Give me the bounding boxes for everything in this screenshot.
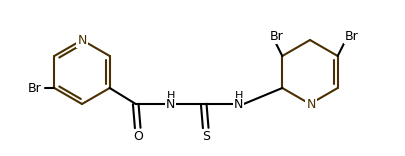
- Text: N: N: [233, 98, 243, 112]
- Text: O: O: [132, 129, 142, 142]
- Text: Br: Br: [269, 29, 282, 42]
- Text: S: S: [201, 129, 209, 142]
- Text: N: N: [166, 98, 175, 112]
- Text: Br: Br: [344, 29, 358, 42]
- Text: H: H: [234, 91, 242, 101]
- Text: N: N: [305, 98, 315, 112]
- Text: H: H: [166, 91, 175, 101]
- Text: Br: Br: [28, 81, 41, 95]
- Text: N: N: [77, 34, 87, 46]
